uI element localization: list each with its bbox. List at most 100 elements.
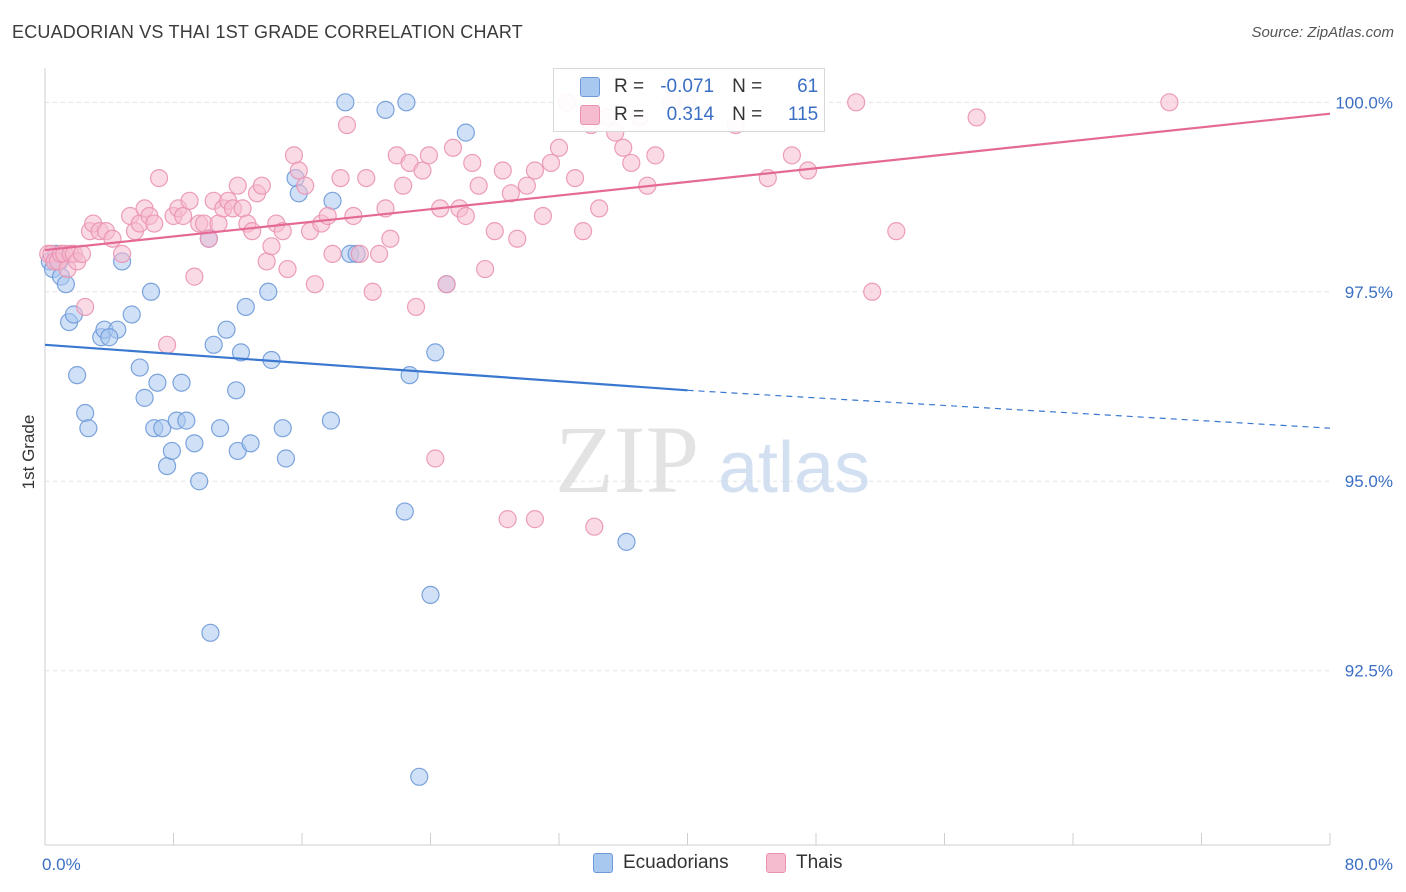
- axis-layer: 92.5% 95.0% 97.5% 100.0% 0.0% 80.0%: [42, 68, 1393, 874]
- legend-item-thais[interactable]: Thais: [766, 852, 842, 874]
- ecuadorians-point: [259, 282, 278, 301]
- thais-point: [525, 161, 545, 180]
- ecuadorians-point: [157, 456, 177, 476]
- thais-point: [437, 275, 456, 294]
- ecuadorians-point: [100, 328, 119, 347]
- thais-point: [508, 229, 527, 248]
- ecuadorians-point: [172, 373, 191, 392]
- thais-point: [103, 229, 122, 248]
- thais-point: [278, 259, 297, 279]
- ecuadorians-point: [426, 343, 445, 362]
- thais-point: [180, 191, 199, 210]
- thais-point: [782, 146, 802, 165]
- ecuadorians-point: [241, 434, 260, 453]
- legend-swatch-ecuadorians: [593, 853, 613, 873]
- thais-point: [501, 184, 520, 203]
- ecuadorians-point: [185, 434, 204, 453]
- x-tick-label: 0.0%: [42, 855, 81, 874]
- thais-point: [149, 168, 169, 188]
- legend-r-label: R =: [614, 76, 645, 97]
- ecuadorians-point: [122, 305, 141, 324]
- legend-label-ecuadorians: Ecuadorians: [623, 852, 729, 873]
- ecuadorians-point: [227, 381, 246, 400]
- thais-point: [174, 206, 193, 226]
- thais-point: [185, 267, 204, 286]
- y-tick-label: 97.5%: [1345, 283, 1393, 302]
- thais-point: [541, 153, 561, 173]
- thais-point: [967, 108, 986, 127]
- thais-point: [112, 244, 132, 263]
- ecuadorians-point: [210, 419, 230, 438]
- thais-point: [863, 282, 882, 301]
- thais-point: [228, 176, 247, 195]
- thais-point: [887, 222, 906, 241]
- thais-point: [443, 138, 463, 157]
- thais-point: [565, 168, 585, 188]
- ecuadorians-point: [141, 282, 161, 301]
- thais-point: [485, 222, 504, 241]
- thais-point: [318, 206, 337, 226]
- thais-point: [573, 222, 593, 241]
- ecuadorians-point: [395, 502, 414, 521]
- legend-row-thais: R = 0.314 N = 115: [554, 101, 818, 129]
- ecuadorians-point: [162, 441, 181, 461]
- thais-point: [72, 244, 92, 263]
- thais-point: [145, 214, 164, 233]
- thais-point: [296, 176, 315, 195]
- ecuadorians-point: [321, 411, 341, 430]
- ecuadorians-point: [273, 419, 292, 438]
- legend-n-label: N =: [732, 76, 763, 97]
- thais-point: [533, 206, 553, 226]
- ecuadorians-point: [190, 472, 209, 491]
- ecuadorians-point: [456, 123, 475, 142]
- thais-point: [243, 222, 262, 241]
- ecuadorians-point: [217, 320, 236, 339]
- ecuadorians-point: [236, 297, 255, 317]
- thais-point: [498, 510, 517, 529]
- thais-point: [262, 237, 281, 256]
- x-tick-label: 80.0%: [1345, 855, 1393, 874]
- thais-point: [257, 252, 276, 271]
- thais-point: [289, 161, 308, 180]
- thais-point: [525, 510, 545, 529]
- thais-points: [39, 93, 1179, 536]
- thais-point: [413, 161, 432, 180]
- thais-point: [394, 176, 413, 195]
- thais-point: [199, 229, 218, 248]
- legend-n-label: N =: [732, 104, 763, 125]
- watermark-zip: ZIP: [555, 406, 699, 513]
- watermark: ZIP atlas: [555, 406, 870, 513]
- ecuadorians-point: [336, 93, 355, 112]
- ecuadorians-point: [76, 403, 95, 423]
- thais-point: [233, 199, 252, 218]
- thais-point: [590, 199, 609, 218]
- ecuadorians-point: [323, 191, 342, 210]
- thais-point: [622, 153, 641, 173]
- thais-point: [419, 146, 438, 165]
- y-tick-label: 95.0%: [1345, 472, 1393, 491]
- thais-point: [76, 297, 95, 317]
- thais-point: [337, 115, 357, 135]
- thais-point: [284, 146, 304, 165]
- thais-point: [252, 176, 271, 195]
- thais-point: [363, 282, 382, 301]
- ecuadorians-point: [276, 449, 296, 468]
- thais-point: [549, 138, 569, 157]
- legend-item-ecuadorians[interactable]: Ecuadorians: [593, 852, 729, 874]
- ecuadorians-point: [130, 358, 149, 377]
- thais-trend-line: [44, 112, 1331, 252]
- thais-point: [646, 146, 665, 165]
- legend-r-value: 0.314: [666, 104, 715, 125]
- legend-r-value: -0.071: [660, 76, 715, 97]
- ecuadorians-point: [177, 411, 196, 430]
- ecuadorians-point: [376, 100, 395, 119]
- thais-point: [585, 517, 604, 536]
- thais-point: [517, 176, 536, 195]
- ecuadorians-point: [231, 343, 251, 362]
- ecuadorians-point: [204, 335, 223, 354]
- thais-point: [381, 229, 400, 248]
- ecuadorians-point: [148, 373, 167, 392]
- ecuadorians-point: [201, 623, 220, 642]
- thais-point: [370, 244, 389, 263]
